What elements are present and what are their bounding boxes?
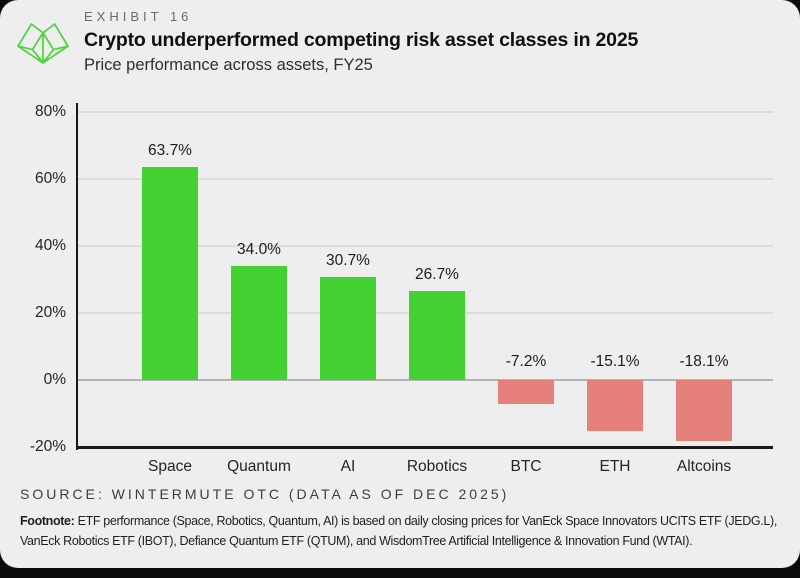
y-tick-label: 80% — [34, 103, 66, 120]
source-line: SOURCE: WINTERMUTE OTC (DATA AS OF DEC 2… — [20, 486, 510, 502]
footnote-label: Footnote: — [20, 514, 75, 528]
y-tick-label: 20% — [34, 304, 66, 321]
bar-value-label: 34.0% — [237, 241, 281, 259]
gridline-0pct — [77, 379, 773, 381]
x-category-label: Quantum — [227, 458, 291, 475]
bar-value-label: -15.1% — [590, 353, 640, 370]
gridline-40pct — [77, 245, 773, 247]
x-axis-line — [77, 446, 773, 449]
gridline-60pct — [77, 178, 773, 180]
y-tick-label: -20% — [29, 438, 66, 455]
x-category-label: BTC — [510, 458, 542, 475]
x-category-label: ETH — [599, 458, 631, 475]
bar-altcoins — [676, 380, 732, 441]
exhibit-label: EXHIBIT 16 — [84, 9, 193, 24]
chart-header: EXHIBIT 16 Crypto underperformed competi… — [84, 9, 784, 75]
bar-value-label: 26.7% — [415, 265, 459, 283]
wintermute-logo-icon — [17, 23, 69, 64]
x-category-label: Space — [148, 458, 192, 475]
bar-chart: 80% 60% 40% 20% 0% -20% 63.7% Space 34.0% Quantum… — [0, 88, 800, 480]
bar-value-label: 30.7% — [326, 252, 370, 270]
bar-eth — [587, 380, 643, 431]
bar-space — [142, 166, 198, 380]
y-tick-label: 40% — [34, 237, 66, 254]
bar-ai — [320, 277, 376, 380]
bar-robotics — [409, 290, 465, 380]
gridline-80pct — [77, 111, 773, 113]
y-axis-line — [76, 103, 78, 450]
x-category-label: Altcoins — [676, 458, 732, 475]
footnote: Footnote: ETF performance (Space, Roboti… — [20, 511, 782, 552]
bar-value-label: -7.2% — [505, 353, 547, 370]
bar-quantum — [231, 266, 287, 380]
bar-value-label: 63.7% — [148, 141, 192, 159]
x-category-label: Robotics — [406, 458, 468, 475]
footnote-text: ETF performance (Space, Robotics, Quantu… — [20, 514, 777, 549]
bar-btc — [498, 380, 554, 405]
bar-value-label: -18.1% — [679, 353, 729, 370]
page-subtitle: Price performance across assets, FY25 — [84, 56, 373, 74]
x-category-label: AI — [340, 458, 356, 475]
y-tick-label: 0% — [43, 371, 66, 388]
page-title: Crypto underperformed competing risk ass… — [84, 29, 639, 51]
y-tick-label: 60% — [34, 170, 66, 187]
